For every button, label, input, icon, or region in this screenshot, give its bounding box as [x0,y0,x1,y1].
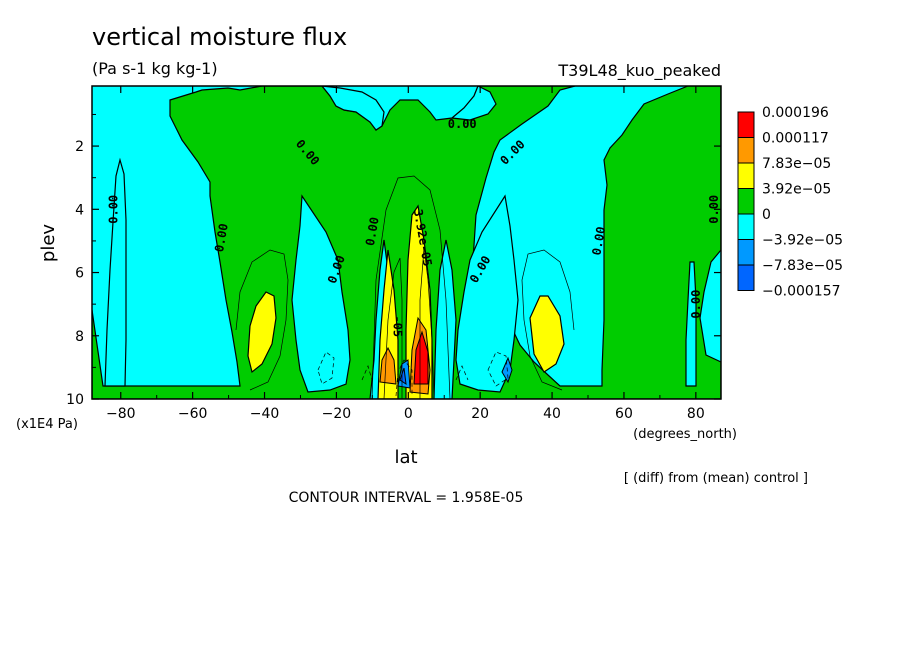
legend-label: −0.000157 [762,284,841,300]
contour-lines-thin [235,175,575,399]
legend-swatch [737,213,755,240]
region-zero-top-right [450,86,497,121]
legend-swatch [737,162,755,189]
contour-label: 0.00 [212,222,231,253]
y-axis: 2 4 6 8 10 [66,113,721,408]
x-tick-label: 0 [404,406,413,422]
legend-swatch [737,188,755,215]
contour-label: 0.00 [448,117,477,131]
y-tick-label: 8 [75,329,84,345]
contour-label: -05 [391,315,405,337]
x-axis-label: lat [394,447,417,468]
region-yellow-right [529,295,565,373]
region-orange-a [379,346,397,385]
x-tick-label: 60 [615,406,633,422]
x-tick-label: 80 [687,406,705,422]
legend-swatch [737,137,755,164]
legend-label: 3.92e−05 [762,182,831,198]
x-tick-label: 20 [471,406,489,422]
region-red-core [413,330,429,385]
legend-swatch [737,239,755,266]
legend-frame [737,111,755,291]
y-axis-units: (x1E4 Pa) [16,417,78,432]
region-yellow-left [247,291,277,374]
comparison-note: [ (diff) from (mean) control ] [624,471,808,486]
chart-units: (Pa s-1 kg kg-1) [92,59,218,78]
region-zero-left-tongue [291,194,351,393]
x-tick-label: −60 [178,406,208,422]
region-zero-left-edge [104,157,127,387]
x-tick-label: −20 [322,406,352,422]
legend-label: 0.000196 [762,105,829,121]
legend-label: 7.83e−05 [762,156,831,172]
region-zero-right-tongue [455,194,519,393]
contour-interval: CONTOUR INTERVAL = 1.958E-05 [289,490,524,506]
x-tick-label: −40 [250,406,280,422]
chart-title: vertical moisture flux [92,23,347,51]
legend-swatch [737,111,755,138]
x-tick-label: 40 [543,406,561,422]
region-positive-small [92,86,721,399]
legend-label: 0 [762,207,771,223]
x-axis-units: (degrees_north) [633,427,737,442]
y-tick-label: 6 [75,266,84,282]
y-axis-label: plev [38,224,59,263]
x-tick-label: −80 [106,406,136,422]
y-tick-label: 2 [75,139,84,155]
x-axis: −80 −60 −40 −20 0 20 40 60 80 [106,86,705,422]
legend-label: 0.000117 [762,131,829,147]
run-label: T39L48_kuo_peaked [557,61,721,81]
contour-label: 0.00 [707,195,721,224]
contour-lines-dashed [317,351,509,397]
y-tick-label: 4 [75,202,84,218]
legend-label: −3.92e−05 [762,233,843,249]
legend-label: −7.83e−05 [762,258,843,274]
y-tick-label: 10 [66,392,84,408]
region-zero-right-edge [685,261,697,387]
plot-area [92,86,721,399]
plot-frame [91,85,722,400]
contour-label: 0.00 [589,225,608,256]
legend-swatch [737,264,755,291]
contour-label: 0.00 [689,290,703,319]
region-zero-top-left [321,86,385,131]
contour-label: 0.00 [107,195,121,224]
region-zero-equator-right [433,239,457,399]
contour-label: 0.00 [363,216,382,247]
color-legend: 0.000196 0.000117 7.83e−05 3.92e−05 0 −3.92e−… [737,105,843,300]
